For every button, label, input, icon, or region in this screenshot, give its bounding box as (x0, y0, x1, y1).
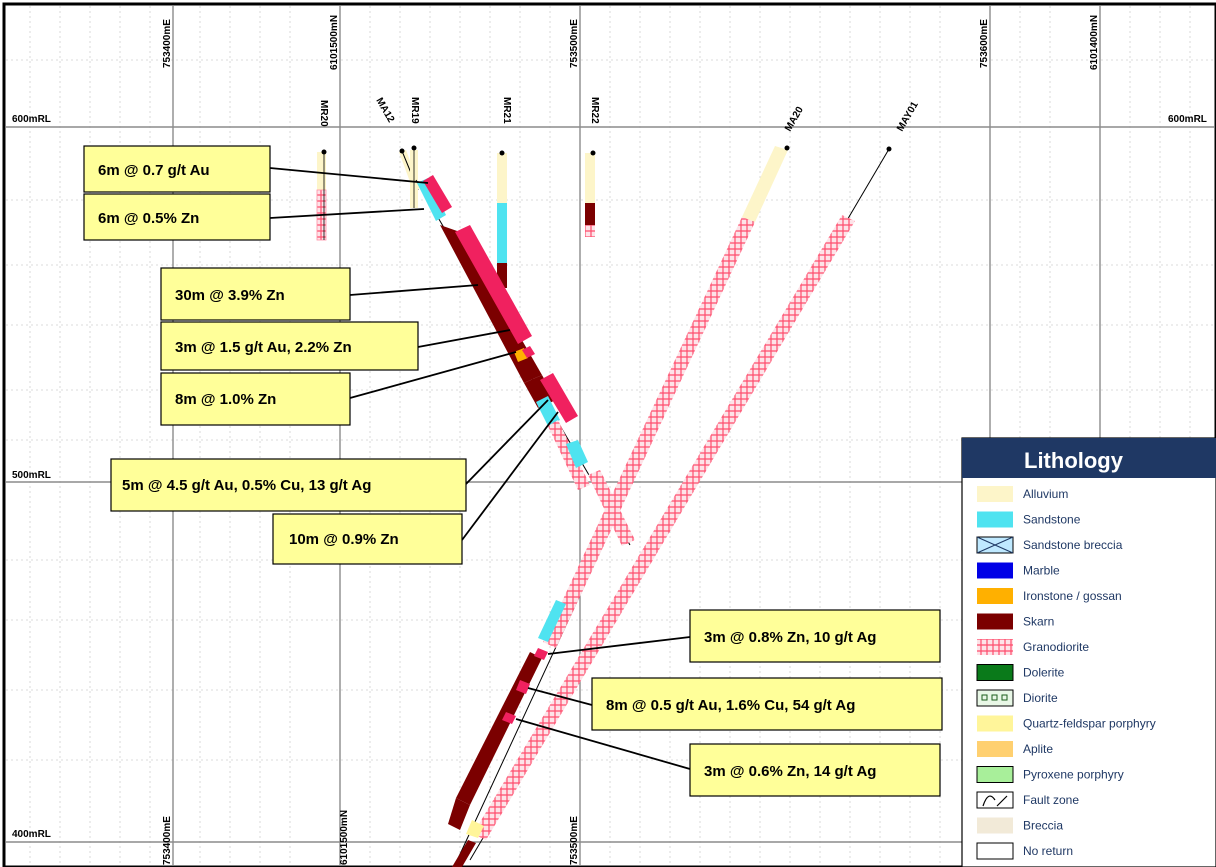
rl-label-500: 500mRL (12, 470, 51, 481)
assay-intervals (423, 175, 578, 724)
legend-swatch (977, 817, 1013, 834)
hole-label-mr20: MR20 (318, 100, 329, 127)
rl-label-600-left: 600mRL (12, 114, 51, 125)
legend-label: Diorite (1023, 691, 1058, 705)
callout-10m-zn: 10m @ 0.9% Zn (272, 513, 463, 565)
legend-label: Alluvium (1023, 487, 1068, 501)
legend-swatch (977, 639, 1013, 655)
callout-text: 3m @ 0.6% Zn, 14 g/t Ag (704, 763, 876, 780)
callout-8m-zn: 8m @ 1.0% Zn (160, 372, 351, 426)
legend-item: Sandstone (977, 511, 1081, 528)
callout-3m-zn-ag-14: 3m @ 0.6% Zn, 14 g/t Ag (689, 743, 941, 797)
callout-text: 3m @ 1.5 g/t Au, 2.2% Zn (175, 339, 352, 356)
legend-label: Fault zone (1023, 793, 1079, 807)
callout-text: 30m @ 3.9% Zn (175, 287, 285, 304)
legend-item: Dolerite (976, 664, 1065, 681)
coord-top-753600mE: 753600mE (979, 19, 990, 68)
lithology-legend: Lithology Alluvium Sandstone Sandstone bre… (961, 437, 1216, 867)
legend-label: Aplite (1023, 742, 1053, 756)
callout-text: 5m @ 4.5 g/t Au, 0.5% Cu, 13 g/t Ag (122, 477, 371, 494)
callout-6m-au: 6m @ 0.7 g/t Au (83, 145, 271, 193)
callout-5m-au-cu-ag: 5m @ 4.5 g/t Au, 0.5% Cu, 13 g/t Ag (110, 458, 467, 512)
leader-lines (269, 167, 691, 770)
legend-item: Diorite (976, 689, 1058, 707)
legend-label: Pyroxene porphyry (1023, 768, 1124, 782)
legend-label: Sandstone (1023, 513, 1081, 527)
drillhole-may01 (466, 146, 892, 861)
callout-text: 8m @ 1.0% Zn (175, 391, 276, 408)
coord-top-753400mE: 753400mE (162, 19, 173, 68)
legend-label: Marble (1023, 564, 1060, 578)
coord-bottom-6101500mN: 6101500mN (339, 810, 350, 865)
legend-label: Ironstone / gossan (1023, 589, 1122, 603)
legend-label: Breccia (1023, 819, 1063, 833)
legend-swatch (977, 588, 1013, 604)
legend-swatch (977, 511, 1013, 528)
callout-3m-au-zn: 3m @ 1.5 g/t Au, 2.2% Zn (160, 321, 419, 371)
legend-title: Lithology (1024, 448, 1124, 473)
hole-label-mr21: MR21 (501, 97, 512, 124)
legend-item: No return (976, 842, 1073, 860)
legend-header (962, 438, 1216, 478)
legend-label: Quartz-feldspar porphyry (1023, 717, 1156, 731)
callout-8m-au-cu-ag: 8m @ 0.5 g/t Au, 1.6% Cu, 54 g/t Ag (591, 677, 943, 731)
coord-top-6101500mN: 6101500mN (329, 15, 340, 70)
legend-swatch (977, 613, 1013, 630)
rl-label-400: 400mRL (12, 829, 51, 840)
hole-label-mr19: MR19 (409, 97, 420, 124)
drillhole-mr22 (585, 150, 596, 237)
coord-top-753500mE: 753500mE (569, 19, 580, 68)
coord-top-6101400mN: 6101400mN (1089, 15, 1100, 70)
legend-item: Granodiorite (977, 639, 1089, 655)
rl-label-600-right: 600mRL (1168, 114, 1207, 125)
drillhole-mr20 (316, 149, 327, 241)
drillhole-mr21 (497, 150, 507, 288)
legend-swatch (976, 689, 1014, 707)
legend-label: Sandstone breccia (1023, 538, 1123, 552)
legend-label: Granodiorite (1023, 640, 1089, 654)
legend-item: Skarn (977, 613, 1054, 630)
legend-swatch (976, 664, 1014, 681)
legend-item: Fault zone (976, 791, 1079, 809)
legend-swatch (977, 562, 1013, 579)
callout-text: 8m @ 0.5 g/t Au, 1.6% Cu, 54 g/t Ag (606, 697, 855, 714)
legend-swatch (977, 486, 1013, 502)
legend-item: Sandstone breccia (976, 536, 1123, 554)
hole-label-mr22: MR22 (589, 97, 600, 124)
legend-item: Pyroxene porphyry (976, 766, 1124, 783)
legend-label: Dolerite (1023, 666, 1065, 680)
callout-text: 6m @ 0.5% Zn (98, 210, 199, 227)
legend-items: Alluvium Sandstone Sandstone breccia Marble… (976, 486, 1156, 860)
callout-6m-zn: 6m @ 0.5% Zn (83, 193, 271, 241)
callout-text: 10m @ 0.9% Zn (289, 531, 399, 548)
legend-item: Aplite (977, 741, 1053, 757)
legend-item: Alluvium (977, 486, 1068, 502)
legend-swatch (976, 766, 1014, 783)
callout-text: 3m @ 0.8% Zn, 10 g/t Ag (704, 629, 876, 646)
coord-bottom-753500mE: 753500mE (569, 816, 580, 865)
legend-item: Ironstone / gossan (977, 588, 1122, 604)
legend-swatch (977, 715, 1013, 732)
legend-swatch (977, 741, 1013, 757)
callout-30m-zn: 30m @ 3.9% Zn (160, 267, 351, 321)
legend-item: Quartz-feldspar porphyry (977, 715, 1156, 732)
legend-item: Breccia (977, 817, 1063, 834)
callout-3m-zn-ag-10: 3m @ 0.8% Zn, 10 g/t Ag (689, 609, 941, 663)
coord-bottom-753400mE: 753400mE (162, 816, 173, 865)
legend-label: No return (1023, 844, 1073, 858)
legend-item: Marble (977, 562, 1060, 579)
legend-label: Skarn (1023, 615, 1054, 629)
legend-swatch (976, 842, 1014, 860)
callout-text: 6m @ 0.7 g/t Au (98, 162, 210, 179)
drillhole-mr19 (410, 145, 418, 208)
